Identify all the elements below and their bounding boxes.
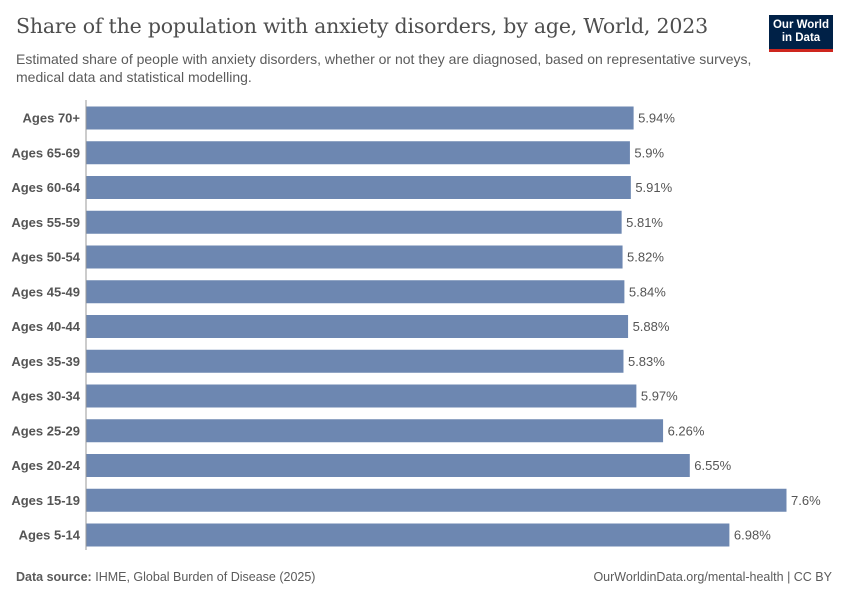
bar[interactable] <box>86 349 624 373</box>
value-label: 5.88% <box>633 319 670 334</box>
category-label: Ages 55-59 <box>11 215 80 230</box>
category-label: Ages 60-64 <box>11 180 80 195</box>
category-label: Ages 40-44 <box>11 319 80 334</box>
value-label: 5.82% <box>627 250 664 265</box>
bar[interactable] <box>86 106 634 130</box>
category-label: Ages 35-39 <box>11 354 80 369</box>
owid-logo[interactable]: Our World in Data <box>769 15 833 52</box>
bar[interactable] <box>86 176 631 199</box>
value-label: 5.91% <box>635 180 672 195</box>
value-label: 5.97% <box>641 389 678 404</box>
bar[interactable] <box>86 419 664 443</box>
category-label: Ages 65-69 <box>11 145 80 160</box>
source-url[interactable]: OurWorldinData.org/mental-health | CC BY <box>593 570 832 584</box>
value-label: 6.26% <box>668 423 705 438</box>
category-label: Ages 50-54 <box>11 250 80 265</box>
logo-line-1: Our World <box>772 19 829 31</box>
bar[interactable] <box>86 210 622 234</box>
value-label: 7.6% <box>791 493 821 508</box>
value-label: 6.98% <box>734 528 771 543</box>
bar[interactable] <box>86 384 637 408</box>
value-label: 5.94% <box>638 111 675 126</box>
value-label: 6.55% <box>694 458 731 473</box>
value-label: 5.9% <box>634 145 664 160</box>
chart-subtitle: Estimated share of people with anxiety d… <box>16 51 752 85</box>
logo-line-2: in Data <box>781 32 821 44</box>
value-label: 5.84% <box>629 284 666 299</box>
source-text: IHME, Global Burden of Disease (2025) <box>95 570 316 584</box>
bar[interactable] <box>86 523 730 547</box>
value-label: 5.83% <box>628 354 665 369</box>
category-label: Ages 20-24 <box>11 458 80 473</box>
category-label: Ages 15-19 <box>11 493 80 508</box>
bar[interactable] <box>86 141 630 165</box>
data-source: Data source: IHME, Global Burden of Dise… <box>16 570 315 584</box>
bar[interactable] <box>86 280 625 304</box>
category-label: Ages 30-34 <box>11 389 80 404</box>
bar[interactable] <box>86 454 690 477</box>
source-label: Data source: <box>16 570 92 584</box>
category-label: Ages 5-14 <box>19 528 81 543</box>
category-label: Ages 45-49 <box>11 284 80 299</box>
bar[interactable] <box>86 245 623 269</box>
chart-title: Share of the population with anxiety dis… <box>16 14 708 38</box>
bar[interactable] <box>86 315 629 338</box>
category-label: Ages 25-29 <box>11 423 80 438</box>
bar[interactable] <box>86 488 787 512</box>
category-label: Ages 70+ <box>23 111 81 126</box>
value-label: 5.81% <box>626 215 663 230</box>
